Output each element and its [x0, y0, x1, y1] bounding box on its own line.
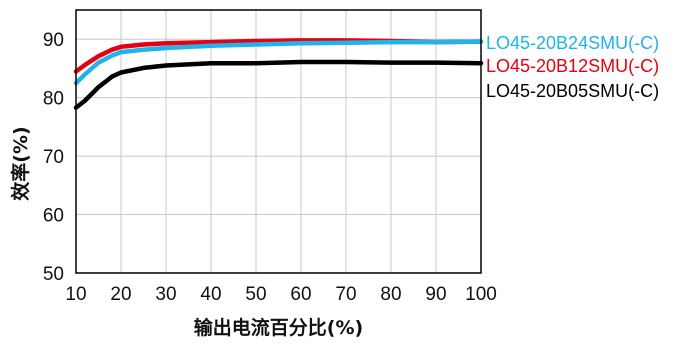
legend-entry: LO45-20B24SMU(-C)	[486, 33, 659, 53]
y-tick-label: 90	[43, 30, 64, 51]
series-line-3	[73, 59, 484, 110]
x-tick-label: 30	[155, 284, 176, 305]
x-tick-label: 50	[245, 284, 266, 305]
legend-entry: LO45-20B05SMU(-C)	[486, 81, 659, 101]
x-tick-label: 100	[465, 284, 497, 305]
plot-frame	[75, 9, 482, 274]
series-line-1	[73, 39, 484, 86]
y-axis-label: 效率(%)	[9, 126, 32, 200]
y-tick-labels: 50 60 70 80 90	[43, 30, 64, 285]
y-tick-label: 60	[43, 206, 64, 227]
legend-entry: LO45-20B12SMU(-C)	[486, 56, 659, 76]
x-tick-label: 80	[380, 284, 401, 305]
x-tick-label: 40	[200, 284, 221, 305]
x-tick-label: 90	[425, 284, 446, 305]
x-tick-label: 20	[110, 284, 131, 305]
legend: LO45-20B24SMU(-C) LO45-20B12SMU(-C) LO45-2…	[486, 33, 659, 101]
y-tick-label: 50	[43, 264, 64, 285]
x-tick-labels: 10 20 30 40 50 60 70 80 90 100	[65, 284, 496, 305]
x-tick-label: 60	[290, 284, 311, 305]
series-lines	[73, 38, 484, 110]
x-tick-label: 10	[65, 284, 86, 305]
y-tick-label: 70	[43, 147, 64, 168]
x-axis-label: 输出电流百分比(%)	[194, 316, 363, 339]
x-tick-label: 70	[335, 284, 356, 305]
y-tick-label: 80	[43, 89, 64, 110]
